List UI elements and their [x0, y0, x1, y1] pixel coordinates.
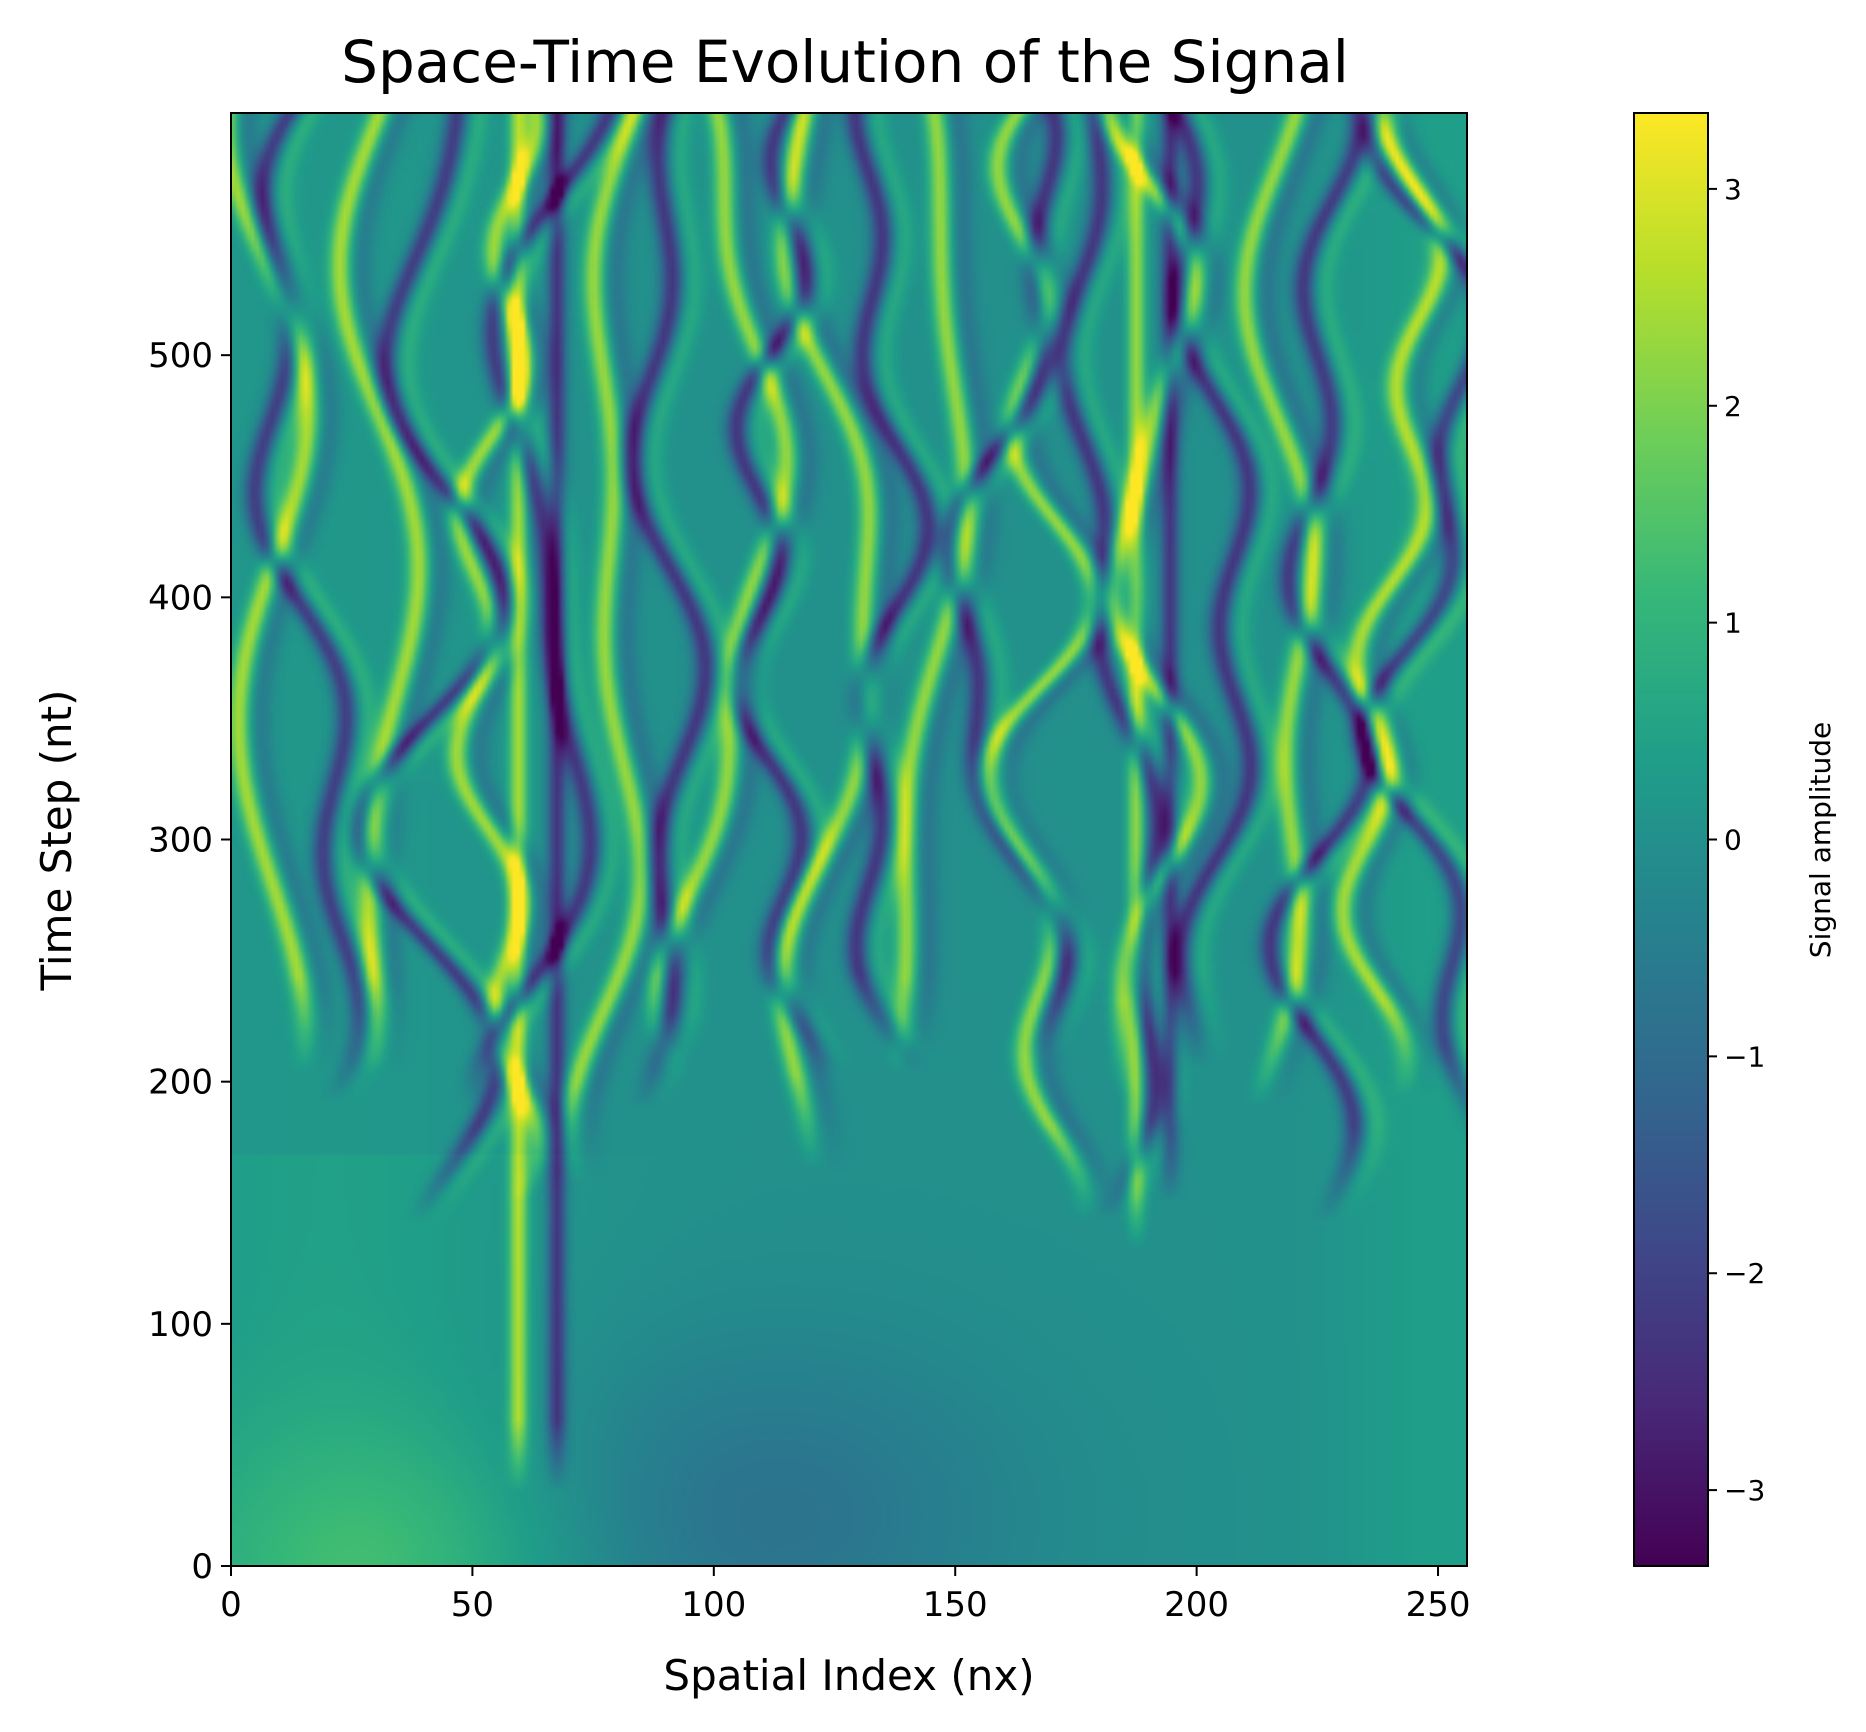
y-axis-label: Time Step (nt): [32, 690, 81, 992]
colorbar-tick-label: 2: [1724, 390, 1742, 423]
colorbar-label: Signal amplitude: [1804, 722, 1837, 958]
colorbar-tick-label: −2: [1724, 1257, 1765, 1290]
x-tick-label: 100: [681, 1585, 746, 1625]
x-tick-label: 250: [1406, 1585, 1471, 1625]
y-axis: 0 100 200 300 400 500: [148, 336, 231, 1587]
chart-title: Space-Time Evolution of the Signal: [341, 28, 1349, 96]
y-tick-label: 300: [148, 821, 213, 861]
plot-area: [230, 112, 1468, 1567]
x-tick-label: 50: [451, 1585, 494, 1625]
colorbar-tick-label: −3: [1724, 1474, 1765, 1507]
y-tick-label: 500: [148, 336, 213, 376]
x-axis-label: Spatial Index (nx): [663, 1651, 1034, 1700]
x-tick-label: 150: [923, 1585, 988, 1625]
colorbar-tick-label: −1: [1724, 1040, 1765, 1073]
colorbar: −3 −2 −1 0 1 2 3 Signal amplitude: [1633, 112, 1837, 1567]
x-tick-label: 0: [220, 1585, 242, 1625]
colorbar-gradient: [1634, 113, 1708, 1566]
y-tick-label: 0: [191, 1547, 213, 1587]
y-tick-label: 200: [148, 1063, 213, 1103]
x-axis: 0 50 100 150 200 250: [220, 1566, 1470, 1625]
colorbar-ticks: −3 −2 −1 0 1 2 3: [1708, 173, 1765, 1507]
x-tick-label: 200: [1164, 1585, 1229, 1625]
colorbar-tick-label: 0: [1724, 824, 1742, 857]
heatmap-image: [231, 113, 1467, 1566]
y-tick-label: 400: [148, 578, 213, 618]
colorbar-tick-label: 1: [1724, 607, 1742, 640]
y-tick-label: 100: [148, 1305, 213, 1345]
colorbar-tick-label: 3: [1724, 173, 1742, 206]
